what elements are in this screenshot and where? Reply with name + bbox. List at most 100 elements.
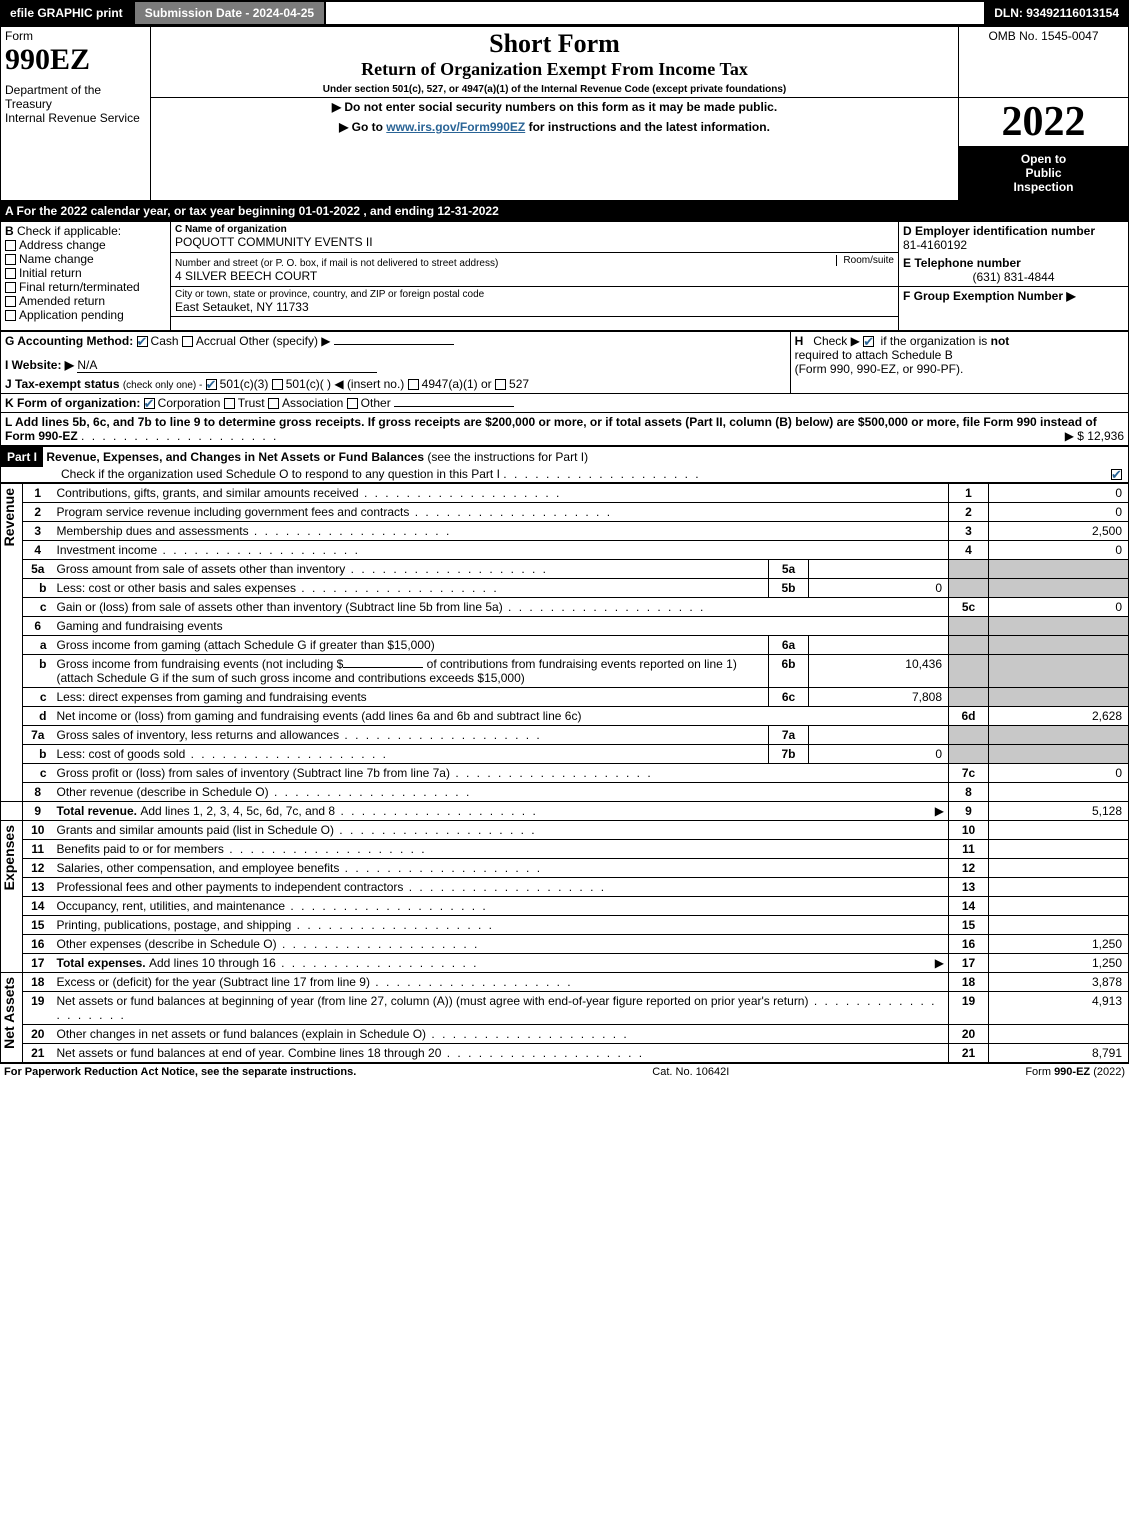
ln21-text: Net assets or fund balances at end of ye… <box>53 1044 949 1063</box>
b-check-label: Check if applicable: <box>17 224 121 238</box>
form-subtitle: Return of Organization Exempt From Incom… <box>155 59 954 80</box>
ln6c-shade1 <box>949 688 989 707</box>
checkbox-final-return[interactable] <box>5 282 16 293</box>
ln16-no: 16 <box>23 935 53 954</box>
ln3-text: Membership dues and assessments <box>53 522 949 541</box>
ln6a-col: 6a <box>769 636 809 655</box>
h-text1: Check ▶ <box>813 334 860 348</box>
ln6a-shade2 <box>989 636 1129 655</box>
checkbox-other-org[interactable] <box>347 398 358 409</box>
ln20-no: 20 <box>23 1025 53 1044</box>
ln7a-val <box>809 726 949 745</box>
checkbox-trust[interactable] <box>224 398 235 409</box>
j-small: (check only one) - <box>123 380 202 391</box>
opt-amended-return: Amended return <box>19 294 105 308</box>
ln10-no: 10 <box>23 821 53 840</box>
section-b: B Check if applicable: Address change Na… <box>1 222 171 331</box>
vlabel-netassets: Net Assets <box>1 973 17 1053</box>
footer-right: Form 990-EZ (2022) <box>1025 1066 1125 1078</box>
website-value: N/A <box>77 358 97 372</box>
k-a: Corporation <box>158 396 221 410</box>
ln12-col: 12 <box>949 859 989 878</box>
checkbox-501c3[interactable] <box>206 379 217 390</box>
ln6-no: 6 <box>23 617 53 636</box>
checkbox-schedule-o[interactable] <box>1111 469 1122 480</box>
ln4-no: 4 <box>23 541 53 560</box>
ln5c-val: 0 <box>989 598 1129 617</box>
ln7c-val: 0 <box>989 764 1129 783</box>
line-6a: a Gross income from gaming (attach Sched… <box>1 636 1129 655</box>
checkbox-initial-return[interactable] <box>5 268 16 279</box>
opt-final-return: Final return/terminated <box>19 280 140 294</box>
ln5c-col: 5c <box>949 598 989 617</box>
g-accrual: Accrual <box>196 334 236 348</box>
ln7a-shade1 <box>949 726 989 745</box>
ln11-no: 11 <box>23 840 53 859</box>
phone-value: (631) 831-4844 <box>903 270 1124 284</box>
ln6-shade2 <box>989 617 1129 636</box>
top-bar: efile GRAPHIC print Submission Date - 20… <box>0 0 1129 26</box>
ln7b-shade1 <box>949 745 989 764</box>
h-text4: (Form 990, 990-EZ, or 990-PF). <box>795 362 964 376</box>
part1-label: Part I <box>1 447 43 467</box>
checkbox-corp[interactable] <box>144 398 155 409</box>
ln2-no: 2 <box>23 503 53 522</box>
ln1-text: Contributions, gifts, grants, and simila… <box>53 484 949 503</box>
ln6b-col: 6b <box>769 655 809 688</box>
checkbox-application-pending[interactable] <box>5 310 16 321</box>
ln7b-col: 7b <box>769 745 809 764</box>
c-label: C Name of organization <box>175 224 894 235</box>
checkbox-h[interactable] <box>863 336 874 347</box>
efile-print-button[interactable]: efile GRAPHIC print <box>0 0 133 26</box>
checkbox-address-change[interactable] <box>5 240 16 251</box>
ln7a-shade2 <box>989 726 1129 745</box>
year-cell: 2022 Open toPublicInspection <box>959 98 1129 201</box>
ln19-no: 19 <box>23 992 53 1025</box>
section-c-street: Number and street (or P. O. box, if mail… <box>171 252 899 286</box>
checkbox-cash[interactable] <box>137 336 148 347</box>
line-6d: d Net income or (loss) from gaming and f… <box>1 707 1129 726</box>
ln8-no: 8 <box>23 783 53 802</box>
checkbox-name-change[interactable] <box>5 254 16 265</box>
line-16: 16 Other expenses (describe in Schedule … <box>1 935 1129 954</box>
room-label: Room/suite <box>836 255 894 266</box>
tax-year: 2022 <box>959 98 1128 146</box>
form-number: 990EZ <box>5 43 146 77</box>
ln17-text: Total expenses. Add lines 10 through 16▶ <box>53 954 949 973</box>
omb-cell: OMB No. 1545-0047 <box>959 27 1129 98</box>
ln5c-no: c <box>23 598 53 617</box>
irs-link[interactable]: www.irs.gov/Form990EZ <box>386 120 525 134</box>
f-label: F Group Exemption Number ▶ <box>903 289 1076 303</box>
ln7a-no: 7a <box>23 726 53 745</box>
under-section: Under section 501(c), 527, or 4947(a)(1)… <box>155 84 954 95</box>
ln18-text: Excess or (deficit) for the year (Subtra… <box>53 973 949 992</box>
checkbox-accrual[interactable] <box>182 336 193 347</box>
ln5b-shade2 <box>989 579 1129 598</box>
ln11-val <box>989 840 1129 859</box>
checkbox-501c[interactable] <box>272 379 283 390</box>
checkbox-amended-return[interactable] <box>5 296 16 307</box>
line-11: 11 Benefits paid to or for members 11 <box>1 840 1129 859</box>
dept-treasury: Department of the TreasuryInternal Reven… <box>5 83 146 125</box>
line-3: 3 Membership dues and assessments 3 2,50… <box>1 522 1129 541</box>
ln21-no: 21 <box>23 1044 53 1063</box>
ln17-no: 17 <box>23 954 53 973</box>
ln5b-text: Less: cost or other basis and sales expe… <box>53 579 769 598</box>
topbar-spacer <box>326 0 984 26</box>
ln8-text: Other revenue (describe in Schedule O) <box>53 783 949 802</box>
k-b: Trust <box>238 396 265 410</box>
instructions-cell: ▶ Do not enter social security numbers o… <box>151 98 959 201</box>
ln5b-no: b <box>23 579 53 598</box>
ln13-no: 13 <box>23 878 53 897</box>
footer-center: Cat. No. 10642I <box>652 1066 729 1078</box>
ln7c-text: Gross profit or (loss) from sales of inv… <box>53 764 949 783</box>
section-f: F Group Exemption Number ▶ <box>899 287 1129 331</box>
checkbox-527[interactable] <box>495 379 506 390</box>
checkbox-4947[interactable] <box>408 379 419 390</box>
ln14-no: 14 <box>23 897 53 916</box>
ln12-no: 12 <box>23 859 53 878</box>
part1-check-line: Check if the organization used Schedule … <box>1 467 500 481</box>
ln5a-col: 5a <box>769 560 809 579</box>
checkbox-assoc[interactable] <box>268 398 279 409</box>
ln14-col: 14 <box>949 897 989 916</box>
